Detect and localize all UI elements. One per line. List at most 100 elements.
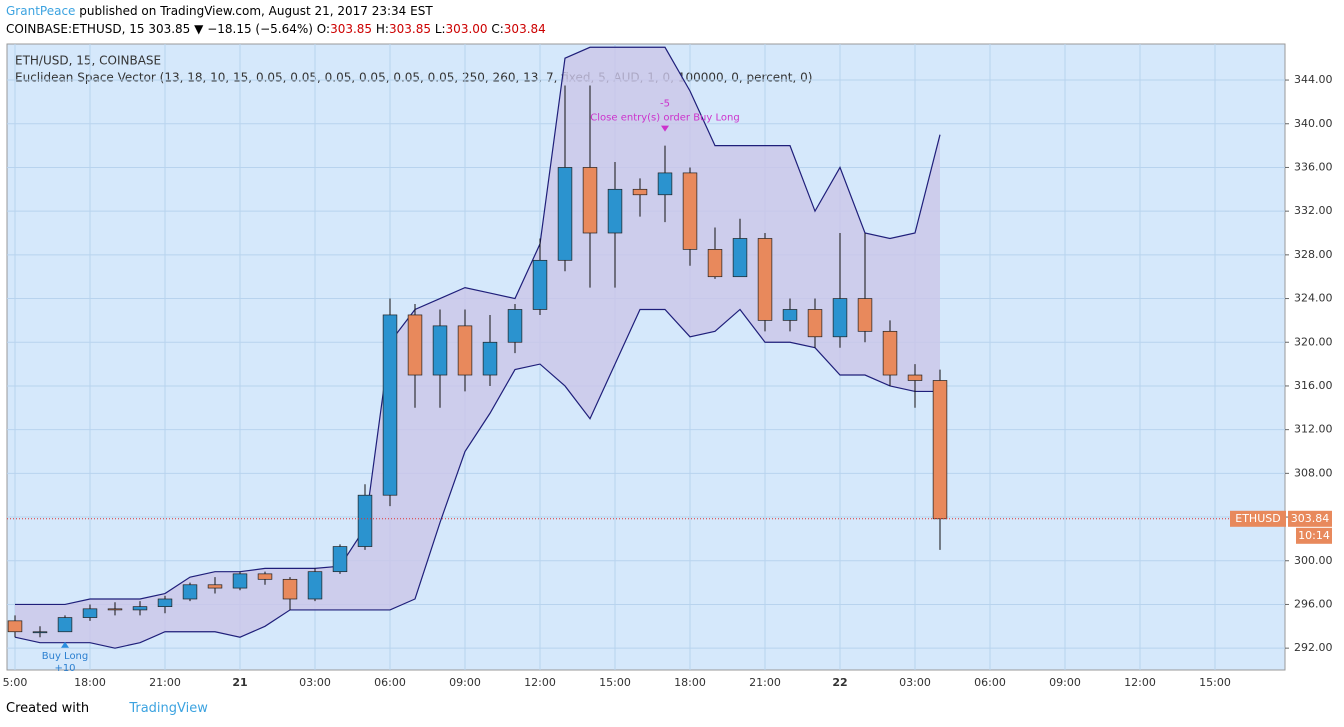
legend-symbol: ETH/USD, 15, COINBASE	[15, 54, 161, 68]
x-tick-label: 22	[832, 676, 847, 689]
buy-qty: +10	[54, 663, 75, 674]
x-tick-label: 12:00	[524, 676, 556, 689]
candle-body	[857, 298, 873, 332]
h: 303.85	[388, 22, 431, 36]
candle-body	[257, 573, 273, 580]
sell-label: Close entry(s) order Buy Long	[590, 113, 739, 124]
candle-body	[632, 188, 648, 196]
candle-body	[157, 598, 173, 607]
candle-body	[7, 620, 23, 633]
symbol: COINBASE:ETHUSD, 15	[6, 22, 145, 36]
candle-body	[407, 314, 423, 376]
sell-arrow	[661, 125, 669, 132]
candle-body	[57, 617, 73, 633]
legend-indicator: Euclidean Space Vector (13, 18, 10, 15, …	[15, 71, 812, 85]
y-tick-label: 320.00	[1294, 335, 1333, 348]
sell-qty: -5	[660, 99, 670, 110]
x-tick-label: 06:00	[974, 676, 1006, 689]
candle-body	[232, 573, 248, 589]
symbol-box	[1230, 510, 1286, 527]
candle-body	[782, 309, 798, 321]
y-tick-label: 340.00	[1294, 117, 1333, 130]
brand[interactable]: TradingView	[129, 701, 208, 716]
o: 303.85	[330, 22, 373, 36]
x-tick-label: 09:00	[449, 676, 481, 689]
candle-body	[282, 578, 298, 600]
symbol-line: COINBASE:ETHUSD, 15 303.85 ▼ −18.15 (−5.…	[6, 22, 546, 36]
y-tick-label: 324.00	[1294, 292, 1333, 305]
buy-label: Buy Long	[42, 651, 89, 662]
l-label: L:	[434, 22, 446, 36]
candle-body	[707, 249, 723, 278]
candle-body	[657, 172, 673, 196]
candle-body	[307, 571, 323, 600]
candle-body	[482, 341, 498, 376]
candle-body	[507, 309, 523, 343]
candle-body	[907, 374, 923, 381]
last-price-label: 303.84	[1291, 512, 1330, 525]
y-tick-label: 316.00	[1294, 379, 1333, 392]
x-tick-label: 21:00	[749, 676, 781, 689]
candle-body	[332, 546, 348, 573]
change: ▼ −18.15 (−5.64%)	[194, 22, 313, 36]
c-label: C:	[491, 22, 504, 36]
candle-body	[107, 608, 123, 611]
x-tick-label: 03:00	[299, 676, 331, 689]
candle-body	[557, 167, 573, 261]
published: published on TradingView.com, August 21,…	[79, 4, 433, 18]
header-line: GrantPeace published on TradingView.com,…	[6, 4, 433, 18]
candle-body	[182, 584, 198, 600]
countdown: 10:14	[1298, 529, 1330, 542]
candle-body	[532, 259, 548, 310]
candle-body	[757, 238, 773, 321]
candle-body	[682, 172, 698, 250]
x-tick-label: 21	[232, 676, 247, 689]
y-tick-label: 332.00	[1294, 204, 1333, 217]
price: 303.85	[148, 22, 191, 36]
candle-body	[932, 380, 948, 520]
x-tick-label: 18:00	[74, 676, 106, 689]
symbol-label: ETHUSD	[1235, 512, 1280, 525]
o-label: O:	[316, 22, 331, 36]
candle-body	[82, 608, 98, 618]
y-tick-label: 312.00	[1294, 423, 1333, 436]
x-tick-label: 03:00	[899, 676, 931, 689]
author[interactable]: GrantPeace	[6, 4, 76, 18]
l: 303.00	[445, 22, 488, 36]
band-line	[15, 46, 941, 606]
y-tick-label: 336.00	[1294, 160, 1333, 173]
x-tick-label: 15:00	[599, 676, 631, 689]
candle-body	[382, 314, 398, 496]
candle-body	[607, 188, 623, 234]
y-tick-label: 296.00	[1294, 597, 1333, 610]
band-line	[14, 308, 940, 649]
x-tick-label: 12:00	[1124, 676, 1156, 689]
y-tick-label: 328.00	[1294, 248, 1333, 261]
x-tick-label: 06:00	[374, 676, 406, 689]
candle-body	[207, 584, 223, 589]
candle-body	[882, 330, 898, 376]
candle-body	[832, 298, 848, 338]
x-tick-label: 18:00	[674, 676, 706, 689]
band-fill	[15, 47, 940, 649]
c: 303.84	[503, 22, 546, 36]
candle-body	[32, 631, 48, 634]
y-tick-label: 344.00	[1294, 73, 1333, 86]
x-tick-label: 21:00	[149, 676, 181, 689]
x-tick-label: 15:00	[1199, 676, 1231, 689]
h-label: H:	[375, 22, 389, 36]
candle-body	[357, 494, 373, 547]
x-tick-label: 09:00	[1049, 676, 1081, 689]
buy-arrow	[61, 641, 69, 648]
x-tick-label: 5:00	[3, 676, 28, 689]
price-box	[1288, 510, 1332, 527]
candle-body	[582, 167, 598, 234]
y-tick-label: 308.00	[1294, 466, 1333, 479]
created: Created with	[6, 701, 90, 716]
candle-body	[732, 238, 748, 278]
footer: Created with TradingView	[6, 701, 208, 716]
candle-body	[132, 606, 148, 611]
y-tick-label: 292.00	[1294, 641, 1333, 654]
